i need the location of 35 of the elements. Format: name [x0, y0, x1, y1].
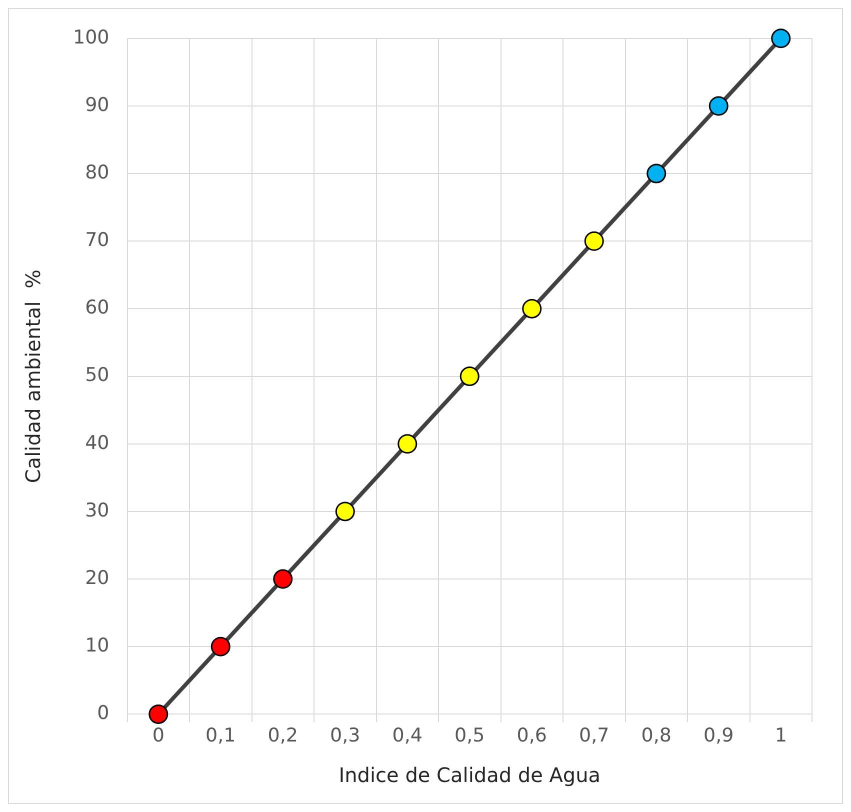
point: [771, 28, 791, 48]
point: [522, 298, 542, 318]
point: [210, 636, 230, 656]
x-axis-title: Indice de Calidad de Agua: [338, 763, 601, 788]
x-tick-label: 0,5: [454, 724, 485, 747]
point: [460, 366, 480, 386]
y-axis-title: Calidad ambiental %: [21, 269, 46, 484]
y-tick-label: 0: [97, 702, 110, 724]
y-tick-label: 100: [73, 26, 110, 48]
x-tick-label: 1: [774, 724, 787, 747]
y-tick-label: 90: [85, 94, 110, 116]
point: [335, 502, 355, 522]
y-tick-label: 20: [85, 566, 110, 589]
point: [708, 96, 728, 116]
x-tick-label: 0,3: [330, 724, 360, 747]
point: [584, 231, 604, 251]
y-tick-label: 70: [85, 229, 110, 252]
y-tick-label: 40: [85, 432, 110, 454]
y-tick-label: 10: [85, 634, 110, 657]
x-tick-label: 0: [152, 724, 164, 747]
x-tick-label: 0,2: [268, 724, 298, 747]
point: [398, 434, 418, 454]
x-tick-label: 0,6: [516, 724, 547, 747]
x-tick-label: 0,9: [704, 724, 734, 747]
point: [273, 569, 293, 589]
point: [148, 704, 168, 724]
x-tick-label: 0,7: [579, 724, 610, 747]
y-tick-label: 30: [85, 499, 110, 522]
y-tick-label: 80: [85, 161, 110, 184]
x-tick-label: 0,4: [392, 724, 422, 747]
point: [646, 164, 666, 184]
x-tick-label: 0,8: [641, 724, 672, 747]
y-tick-label: 50: [85, 364, 110, 386]
y-tick-label: 60: [85, 296, 110, 319]
x-tick-label: 0,1: [206, 724, 236, 747]
